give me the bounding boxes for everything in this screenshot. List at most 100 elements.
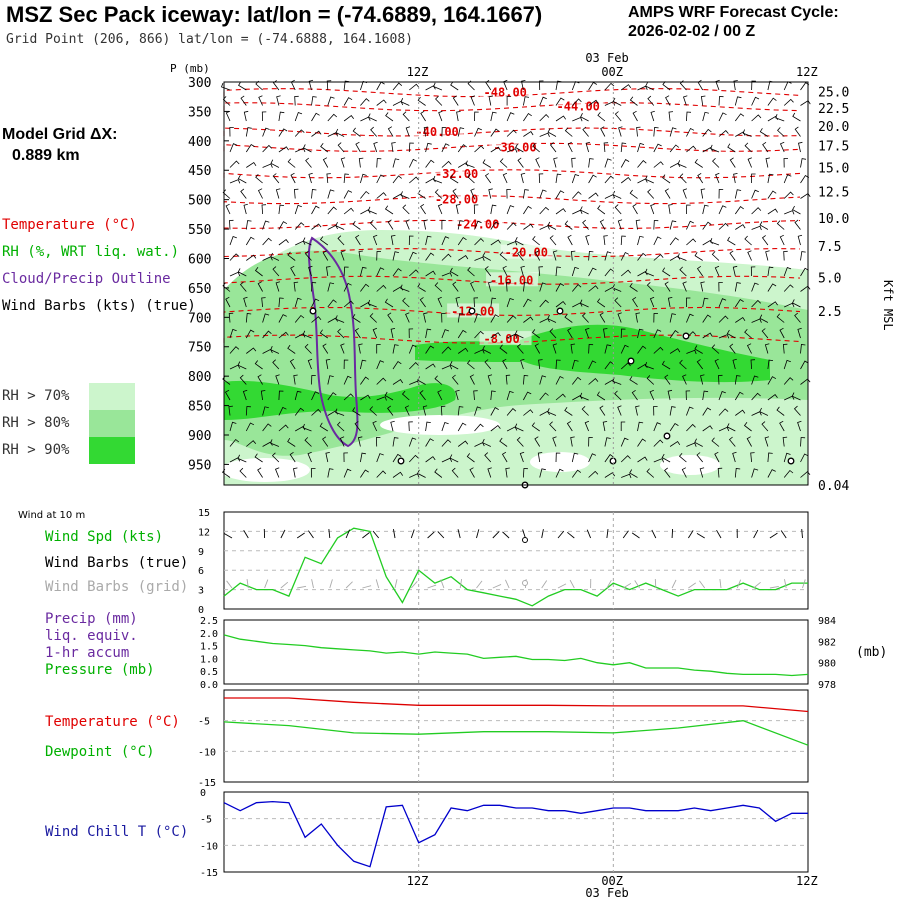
wind-barb-1-8 [360, 98, 370, 106]
wind-barb-8-35 [792, 205, 801, 215]
wind-barb-6-19 [538, 173, 544, 184]
wind-barb-24-11 [409, 454, 419, 463]
windchill-line [223, 800, 808, 868]
wind-barb-9-5 [311, 223, 322, 230]
wind-barb-18-24 [620, 362, 631, 370]
wind-barb-20-21 [572, 395, 583, 401]
wind-barb-grid-3 [280, 581, 289, 589]
wind-barb-17-26 [653, 346, 664, 354]
wind-barb-4-30 [710, 144, 720, 153]
temp-contour-1 [223, 102, 801, 112]
wind-barb-21-20 [547, 408, 557, 416]
wind-barb-4-28 [686, 145, 697, 153]
wind-barb-11-13 [441, 253, 452, 261]
wind-barb-10-24 [620, 235, 626, 246]
wind-barb-10-31 [727, 236, 736, 246]
wind-barb-14-23 [596, 298, 606, 308]
wind-barb-5-34 [783, 158, 789, 168]
wind-barb-23-6 [322, 436, 329, 447]
wind-barb-6-3 [272, 173, 280, 184]
wind-barb-21-9 [369, 406, 377, 416]
precip-ytick-2: 1.0 [200, 654, 218, 665]
wind-barb-13-22 [588, 285, 599, 292]
wind-barb-2-28 [686, 111, 692, 122]
wind-barb-17-15 [474, 349, 485, 354]
wind-barb-true-0 [223, 533, 233, 539]
wind-barb-14-4 [294, 297, 302, 308]
wind-barb-11-28 [677, 253, 687, 261]
wind-barb-5-11 [408, 158, 417, 168]
wind-barb-20-8 [360, 394, 371, 401]
wind-barb-5-16 [482, 159, 492, 168]
wind-barb-13-29 [700, 281, 705, 292]
wind-barb-25-31 [734, 468, 741, 478]
wind-barb-18-1 [237, 361, 247, 370]
wind-barb-24-10 [392, 453, 402, 463]
wind-barb-14-10 [384, 298, 394, 308]
wind-barb-23-18 [516, 436, 524, 447]
wind-barb-18-27 [661, 360, 671, 370]
wind-barb-5-7 [340, 157, 346, 168]
wind-barb-12-34 [783, 266, 792, 277]
wind-barb-15-30 [718, 315, 729, 323]
wind-barb-21-13 [440, 405, 446, 416]
rh-region-2 [520, 324, 770, 383]
wind-barb-11-19 [534, 250, 541, 261]
wind-barb-12-7 [343, 266, 349, 277]
wind-barb-1-28 [682, 95, 688, 106]
wind-barb-5-1 [246, 161, 257, 168]
pressure-tick-300: 300 [188, 76, 211, 91]
wind-barb-1-16 [488, 95, 494, 106]
wind-barb-14-19 [539, 299, 549, 308]
wind-barb-23-31 [728, 436, 736, 447]
wind-barb-12-32 [750, 266, 756, 277]
wind-barb-17-10 [392, 344, 399, 354]
wind-barb-14-18 [523, 298, 532, 308]
wind-barb-24-3 [271, 452, 280, 463]
wind-barb-5-12 [425, 159, 435, 168]
wind-barb-9-26 [653, 220, 659, 230]
wind-barb-18-19 [538, 359, 543, 370]
wind-barb-20-4 [294, 390, 302, 401]
wind-barb-6-6 [326, 173, 331, 184]
wind-barb-17-27 [669, 348, 681, 354]
wind-barb-16-21 [567, 327, 573, 339]
wind-barb-10-6 [319, 236, 329, 246]
wind-barb-7-25 [629, 189, 638, 199]
wind-barb-11-8 [358, 250, 363, 261]
wind-barb-14-29 [702, 297, 709, 308]
wind-barb-2-0 [225, 110, 231, 122]
wind-barb-23-7 [339, 436, 345, 447]
wind-barb-11-27 [669, 255, 681, 261]
wind-barb-9-23 [599, 219, 606, 230]
wind-barb-20-19 [539, 392, 549, 401]
wind-barb-5-17 [499, 158, 508, 168]
wind-barb-6-12 [425, 177, 436, 184]
wind-barb-9-16 [490, 221, 500, 230]
wind-barb-13-34 [783, 284, 794, 292]
wind-barb-21-3 [278, 406, 287, 416]
windchill-ytick-3: -15 [200, 868, 218, 879]
pressure-unit: (mb) [856, 645, 887, 660]
wind-barb-22-3 [278, 424, 289, 432]
wind-barb-15-18 [523, 316, 534, 323]
calm-circle-1 [468, 307, 476, 315]
wind-barb-9-0 [229, 219, 234, 230]
wind-barb-25-26 [646, 468, 655, 478]
wind-barb-true-19 [541, 529, 544, 539]
wind-barb-8-13 [437, 203, 443, 215]
height-tick-8: 5.0 [818, 271, 841, 286]
wind-barb-12-29 [696, 265, 704, 277]
wind-speed-label: Wind Spd (kts) [45, 529, 164, 545]
wind-barb-6-2 [255, 173, 263, 184]
wind-barb-16-0 [229, 328, 237, 339]
pressure-line [223, 634, 809, 677]
wind-barb-17-3 [270, 346, 280, 354]
wind-barb-14-35 [791, 299, 801, 308]
wind-barb-7-15 [470, 188, 475, 199]
wind-barb-23-13 [441, 439, 452, 447]
wind-barb-grid-7 [345, 581, 353, 589]
wind-barb-13-25 [629, 282, 638, 292]
rh-gap-2 [530, 452, 590, 472]
wind-barb-19-34 [783, 377, 794, 385]
